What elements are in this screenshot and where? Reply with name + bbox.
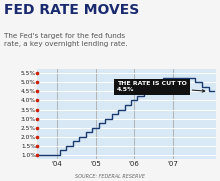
Text: FED RATE MOVES: FED RATE MOVES [4, 3, 140, 17]
Text: The Fed's target for the fed funds
rate, a key overnight lending rate.: The Fed's target for the fed funds rate,… [4, 33, 128, 47]
Text: THE RATE IS CUT TO
4.5%: THE RATE IS CUT TO 4.5% [117, 81, 205, 92]
Text: SOURCE: FEDERAL RESERVE: SOURCE: FEDERAL RESERVE [75, 174, 145, 179]
